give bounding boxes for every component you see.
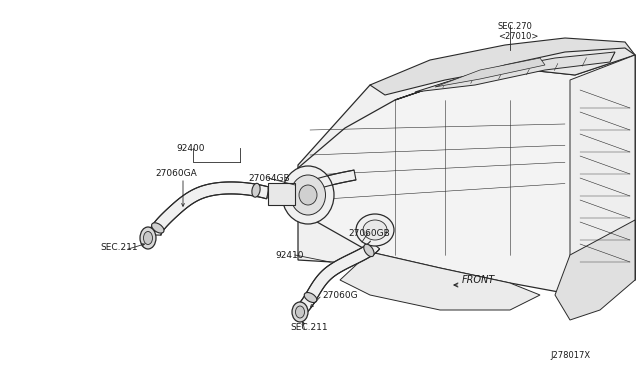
- Ellipse shape: [140, 227, 156, 249]
- Text: 27060G: 27060G: [322, 291, 358, 299]
- Polygon shape: [268, 170, 356, 198]
- Ellipse shape: [292, 302, 308, 322]
- Text: 92410: 92410: [275, 250, 303, 260]
- Polygon shape: [300, 60, 580, 230]
- Polygon shape: [268, 183, 295, 205]
- Polygon shape: [415, 52, 615, 92]
- Text: SEC.270
<27010>: SEC.270 <27010>: [498, 22, 538, 41]
- Text: 27060GA: 27060GA: [155, 169, 196, 177]
- Ellipse shape: [152, 223, 164, 233]
- Text: 27064GB: 27064GB: [248, 173, 290, 183]
- Polygon shape: [298, 241, 380, 312]
- Text: SEC.211: SEC.211: [290, 324, 328, 333]
- Polygon shape: [570, 55, 635, 295]
- Ellipse shape: [296, 306, 305, 318]
- Ellipse shape: [356, 214, 394, 246]
- Ellipse shape: [299, 185, 317, 205]
- Ellipse shape: [143, 231, 152, 244]
- Ellipse shape: [363, 220, 387, 240]
- Text: 92400: 92400: [176, 144, 205, 153]
- Ellipse shape: [291, 175, 326, 215]
- Polygon shape: [395, 48, 635, 100]
- Polygon shape: [340, 252, 540, 310]
- Ellipse shape: [282, 166, 334, 224]
- Text: FRONT: FRONT: [462, 275, 495, 285]
- Polygon shape: [370, 38, 635, 95]
- Polygon shape: [435, 58, 545, 87]
- Polygon shape: [149, 182, 269, 235]
- Ellipse shape: [304, 292, 317, 302]
- Ellipse shape: [364, 244, 374, 257]
- Polygon shape: [555, 220, 635, 320]
- Text: 27060GB: 27060GB: [348, 228, 390, 237]
- Text: SEC.211: SEC.211: [100, 243, 138, 251]
- Ellipse shape: [252, 183, 260, 197]
- Polygon shape: [295, 48, 635, 295]
- Text: J278017X: J278017X: [550, 350, 590, 359]
- Polygon shape: [298, 55, 635, 280]
